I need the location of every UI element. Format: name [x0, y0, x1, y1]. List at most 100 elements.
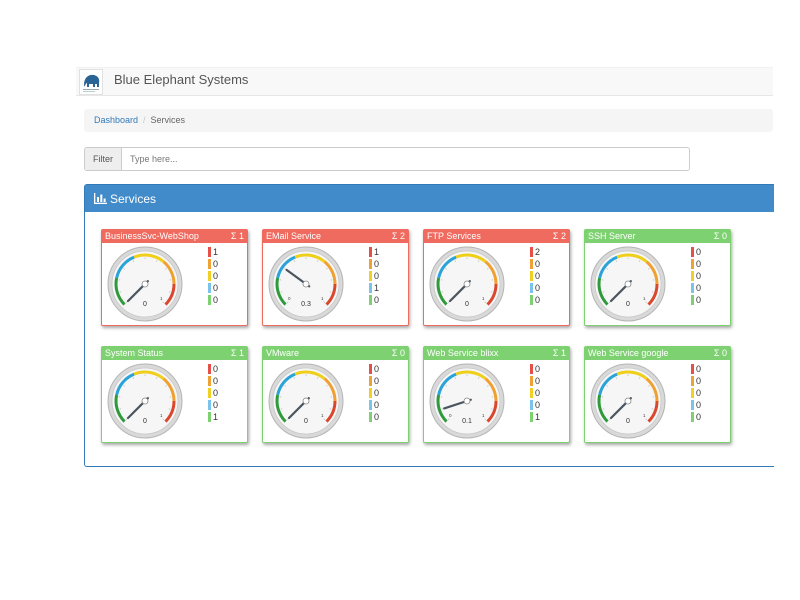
gauge-value: 0.1	[462, 418, 472, 425]
tile-name: System Status	[105, 348, 164, 358]
gauge-value: 0	[304, 418, 308, 425]
status-color-bar	[208, 247, 211, 257]
status-count: 0	[374, 412, 380, 422]
status-count: 0	[213, 283, 219, 293]
status-color-bar	[369, 247, 372, 257]
status-count: 0	[696, 364, 702, 374]
gauge-dial: 10	[590, 246, 666, 322]
status-count: 0	[696, 295, 702, 305]
tile-header: Web Service google Σ 0	[585, 347, 730, 360]
gauge-min-tick: 0	[288, 296, 291, 301]
status-count: 1	[213, 412, 219, 422]
tile-sum: Σ 2	[552, 231, 566, 241]
tile-sum: Σ 0	[713, 348, 727, 358]
status-color-bar	[530, 364, 533, 374]
status-color-bar	[530, 376, 533, 386]
status-color-bar	[208, 412, 211, 422]
gauge-hub	[302, 397, 310, 405]
gauge-max-tick: 1	[643, 296, 646, 301]
status-count: 0	[374, 376, 380, 386]
elephant-logo-icon[interactable]	[79, 69, 103, 95]
tile-name: FTP Services	[427, 231, 481, 241]
status-count: 0	[535, 283, 541, 293]
gauge-min-tick: 0	[449, 413, 452, 418]
status-count: 0	[374, 388, 380, 398]
gauge-max-tick: 1	[482, 413, 485, 418]
status-color-bar	[369, 376, 372, 386]
gauge-hub	[141, 397, 149, 405]
tile-name: BusinessSvc-WebShop	[105, 231, 199, 241]
gauge-dial: 10	[107, 246, 183, 322]
breadcrumb-dashboard-link[interactable]: Dashboard	[94, 115, 139, 125]
status-color-bar	[369, 388, 372, 398]
status-count: 0	[696, 247, 702, 257]
status-color-bar	[208, 295, 211, 305]
brand-name[interactable]: Blue Elephant Systems	[114, 72, 249, 87]
tile-header: Web Service blixx Σ 1	[424, 347, 569, 360]
status-color-bar	[369, 271, 372, 281]
tile-sum: Σ 2	[391, 231, 405, 241]
status-count: 0	[213, 400, 219, 410]
panel-title: Services	[110, 192, 157, 206]
status-color-bar	[208, 364, 211, 374]
tile-name: SSH Server	[588, 231, 636, 241]
status-color-bar	[369, 295, 372, 305]
status-color-bar	[530, 388, 533, 398]
gauge-hub	[463, 397, 471, 405]
status-count: 0	[374, 271, 380, 281]
status-count: 0	[696, 283, 702, 293]
tile-sum: Σ 0	[713, 231, 727, 241]
status-count: 1	[213, 247, 219, 257]
filter-input[interactable]	[122, 148, 689, 170]
status-count: 0	[213, 388, 219, 398]
status-color-bar	[530, 259, 533, 269]
service-tile[interactable]: EMail Service Σ 2 0 1 0.3 1 0 0 1 0	[262, 229, 409, 326]
status-color-bar	[691, 295, 694, 305]
status-color-bar	[691, 259, 694, 269]
status-color-bar	[208, 259, 211, 269]
gauge-max-tick: 1	[160, 413, 163, 418]
tile-header: BusinessSvc-WebShop Σ 1	[102, 230, 247, 243]
gauge-max-tick: 1	[321, 296, 324, 301]
gauge-value: 0	[465, 301, 469, 308]
status-count: 0	[374, 259, 380, 269]
gauge-dial: 10	[268, 363, 344, 439]
status-count: 0	[213, 376, 219, 386]
gauge-max-tick: 1	[482, 296, 485, 301]
status-count: 0	[535, 376, 541, 386]
gauge-dial: 10	[429, 246, 505, 322]
status-count: 1	[535, 412, 541, 422]
status-count: 0	[213, 364, 219, 374]
status-color-bar	[369, 283, 372, 293]
service-tile[interactable]: Web Service blixx Σ 1 0 1 0.1 0 0 0 0 1	[423, 346, 570, 443]
status-count: 1	[374, 247, 380, 257]
bar-chart-icon	[94, 193, 107, 207]
tile-name: EMail Service	[266, 231, 322, 241]
status-count: 0	[535, 271, 541, 281]
gauge-hub	[302, 280, 310, 288]
tile-sum: Σ 1	[230, 348, 244, 358]
tile-sum: Σ 1	[552, 348, 566, 358]
status-count: 0	[535, 400, 541, 410]
status-count: 0	[696, 400, 702, 410]
gauge-dial: 10	[590, 363, 666, 439]
breadcrumb-current: Services	[150, 115, 186, 125]
services-panel-heading: Services	[85, 185, 774, 212]
status-count: 0	[374, 364, 380, 374]
filter-label: Filter	[85, 148, 122, 170]
status-count: 0	[213, 295, 219, 305]
status-count: 0	[213, 259, 219, 269]
status-color-bar	[369, 400, 372, 410]
status-count: 0	[535, 295, 541, 305]
gauge-hub	[624, 397, 632, 405]
status-count: 2	[535, 247, 541, 257]
status-color-bar	[208, 271, 211, 281]
status-color-bar	[691, 247, 694, 257]
status-count: 1	[374, 283, 380, 293]
